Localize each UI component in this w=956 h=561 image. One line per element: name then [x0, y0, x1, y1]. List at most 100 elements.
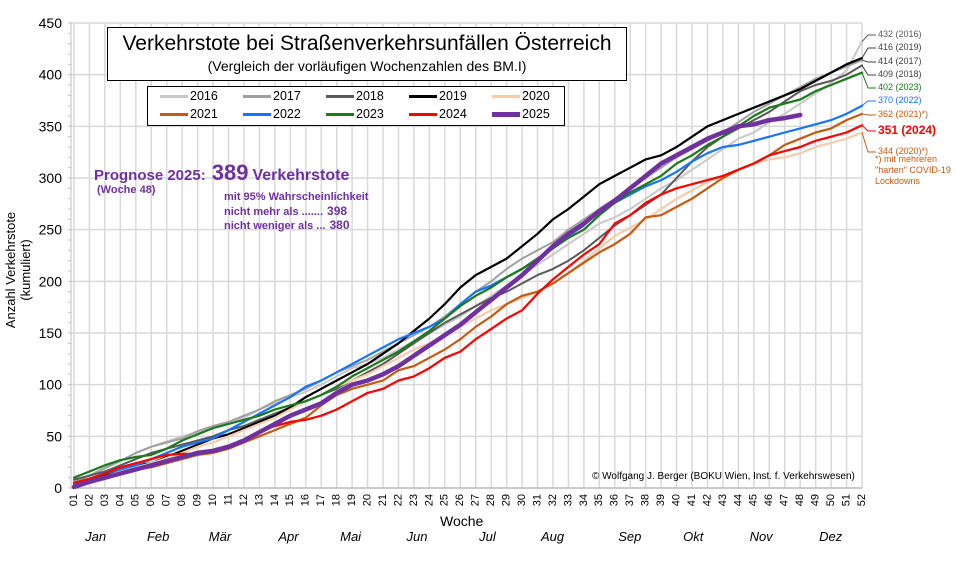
x-tick-label: 43 — [717, 494, 729, 506]
prognose-value: 389 — [211, 160, 249, 185]
x-tick-label: 37 — [624, 494, 636, 506]
x-tick-label: 50 — [825, 494, 837, 506]
end-label-leader — [861, 65, 876, 76]
x-tick-label: 39 — [655, 494, 667, 506]
confidence-line: mit 95% Wahrscheinlichkeit — [224, 191, 369, 203]
x-tick-label: 21 — [377, 494, 389, 506]
x-tick-label: 20 — [361, 494, 373, 506]
x-tick-label: 30 — [516, 494, 528, 506]
x-tick-label: 32 — [547, 494, 559, 506]
y-tick-label: 100 — [39, 377, 63, 393]
x-tick-label: 51 — [840, 494, 852, 506]
x-tick-label: 24 — [423, 494, 435, 506]
legend-swatch — [492, 94, 520, 98]
end-label-leaders — [861, 34, 876, 153]
end-label: 409 (2018) — [878, 69, 922, 79]
legend-label: 2016 — [190, 89, 218, 103]
prognose-headline: Prognose 2025: 389 Verkehrstote — [94, 160, 349, 186]
legend-swatch — [326, 112, 354, 116]
x-tick-label: 04 — [114, 494, 126, 506]
series-line-2025 — [71, 112, 803, 490]
chart-title-box: Verkehrstote bei Straßenverkehrsunfällen… — [107, 27, 627, 81]
y-tick-label: 350 — [39, 118, 63, 134]
end-label-leader — [861, 47, 876, 59]
legend-item-2024: 2024 — [409, 107, 467, 121]
x-tick-label: 25 — [439, 494, 451, 506]
legend-label: 2024 — [439, 107, 467, 121]
x-tick-label: 17 — [315, 494, 327, 506]
y-tick-label: 0 — [54, 480, 62, 496]
copyright: © Wolfgang J. Berger (BOKU Wien, Inst. f… — [592, 471, 855, 482]
month-label: Nov — [749, 529, 773, 544]
y-tick-label: 400 — [39, 67, 63, 83]
x-axis-ticks: 01 02 03 04 05 06 07 08 09 10 11 12 13 14 15 16 17 18 19 20… — [68, 494, 868, 506]
x-tick-label: 16 — [300, 494, 312, 506]
x-tick-label: 45 — [748, 494, 760, 506]
x-tick-label: 52 — [856, 494, 868, 506]
end-label: 402 (2023) — [878, 82, 922, 92]
month-label: Okt — [683, 529, 704, 544]
x-tick-label: 28 — [485, 494, 497, 506]
x-tick-label: 33 — [562, 494, 574, 506]
end-label-leader — [861, 72, 876, 89]
end-label-leader — [861, 124, 876, 132]
legend-label: 2023 — [356, 107, 384, 121]
x-tick-label: 06 — [145, 494, 157, 506]
end-label-leader — [861, 132, 876, 153]
legend-label: 2020 — [522, 89, 550, 103]
legend: 2016 2017 2018 2019 2020 2021 2022 2023 2024 2025 — [147, 86, 565, 126]
x-tick-label: 27 — [470, 494, 482, 506]
month-label: Aug — [540, 529, 565, 544]
x-tick-label: 10 — [207, 494, 219, 506]
legend-item-2020: 2020 — [492, 89, 550, 103]
y-tick-label: 200 — [39, 273, 63, 289]
month-label: Mär — [208, 529, 232, 544]
legend-item-2017: 2017 — [243, 89, 301, 103]
y-tick-label: 250 — [39, 222, 63, 238]
legend-label: 2018 — [356, 89, 384, 103]
legend-label: 2025 — [522, 107, 550, 121]
end-label-leader — [861, 34, 876, 42]
end-label: 370 (2022) — [878, 95, 922, 105]
end-label-leader — [861, 113, 876, 116]
prognose-unit: Verkehrstote — [252, 167, 350, 184]
month-label: Feb — [146, 529, 170, 544]
x-tick-label: 26 — [454, 494, 466, 506]
x-tick-label: 01 — [68, 494, 80, 506]
y-axis-label: Anzahl Verkehrstote (kumuliert) — [3, 211, 33, 329]
end-label: 344 (2020)*) — [878, 146, 929, 156]
legend-swatch — [160, 112, 188, 116]
legend-swatch — [492, 111, 520, 117]
y-tick-label: 50 — [46, 428, 62, 444]
month-label: Jun — [406, 529, 428, 544]
x-tick-label: 08 — [176, 494, 188, 506]
x-tick-label: 36 — [609, 494, 621, 506]
month-label: Mai — [340, 529, 362, 544]
x-tick-label: 12 — [238, 494, 250, 506]
covid-footnote: *) mit mehreren "harten" COVID-19 Lockdo… — [875, 154, 951, 186]
end-label: 351 (2024) — [878, 123, 937, 137]
x-tick-label: 46 — [763, 494, 775, 506]
x-tick-label: 02 — [83, 494, 95, 506]
lower-bound-value: 380 — [329, 218, 350, 232]
legend-item-2025: 2025 — [492, 107, 550, 121]
month-label: Jan — [85, 529, 107, 544]
y-axis-ticks: 0 50 100 150 200 250 300 350 400 450 — [39, 15, 63, 496]
chart-subtitle: (Vergleich der vorläufigen Wochenzahlen … — [207, 58, 527, 74]
upper-bound-label: nicht mehr als ....... — [224, 205, 324, 218]
prognose-confidence: mit 95% Wahrscheinlichkeit nicht mehr al… — [224, 191, 368, 234]
month-label: Sep — [618, 529, 642, 544]
end-label-leader — [861, 100, 876, 107]
legend-label: 2017 — [273, 89, 301, 103]
legend-item-2021: 2021 — [160, 107, 218, 121]
y-tick-label: 450 — [39, 15, 63, 31]
series-line-2022 — [72, 104, 864, 485]
x-tick-label: 19 — [346, 494, 358, 506]
legend-label: 2019 — [439, 89, 467, 103]
lower-bound-label: nicht weniger als ... — [224, 220, 326, 232]
legend-item-2022: 2022 — [243, 107, 301, 121]
month-label: Dez — [819, 529, 843, 544]
prognose-week: (Woche 48) — [97, 184, 156, 196]
y-tick-label: 300 — [39, 170, 63, 186]
legend-item-2016: 2016 — [160, 89, 218, 103]
